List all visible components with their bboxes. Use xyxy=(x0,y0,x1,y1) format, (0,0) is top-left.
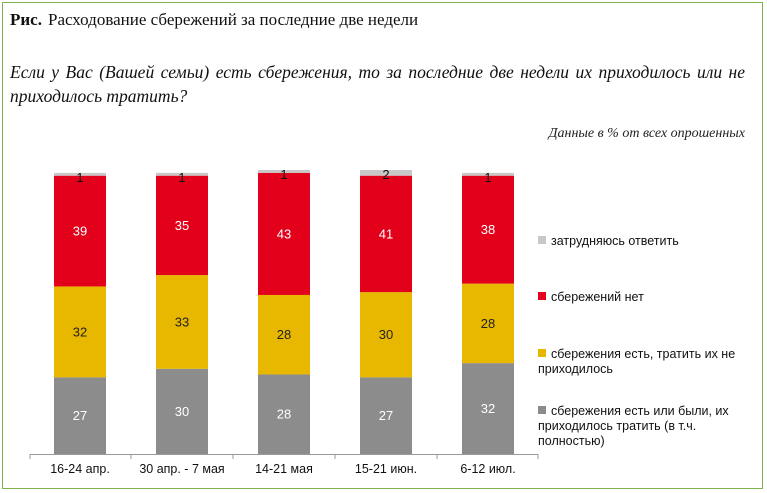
figure-title-text: Расходование сбережений за последние две… xyxy=(47,10,419,29)
legend-item: сбережений нет xyxy=(538,290,758,305)
bar-segment xyxy=(462,175,514,284)
bar-segment xyxy=(258,170,310,173)
survey-question: Если у Вас (Вашей семьи) есть сбережения… xyxy=(10,62,745,106)
legend-label: затрудняюсь ответить xyxy=(551,234,679,248)
bar-segment xyxy=(54,286,106,378)
x-tick-label: 30 апр. - 7 мая xyxy=(139,462,224,476)
data-label: 1 xyxy=(76,170,83,185)
legend-label: сбережения есть или были, их приходилось… xyxy=(538,404,729,448)
data-label: 33 xyxy=(175,314,189,329)
data-label: 2 xyxy=(382,167,389,182)
bar-segment xyxy=(156,275,208,369)
bar-segment xyxy=(54,377,106,454)
data-label: 28 xyxy=(277,407,291,422)
data-label: 1 xyxy=(484,170,491,185)
data-label: 28 xyxy=(277,327,291,342)
data-label: 32 xyxy=(73,324,87,339)
bar-segment xyxy=(156,172,208,176)
legend-label: сбережений нет xyxy=(551,290,644,304)
data-label: 35 xyxy=(175,218,189,233)
data-label: 30 xyxy=(379,327,393,342)
data-label: 1 xyxy=(280,167,287,182)
legend-item: сбережения есть или были, их приходилось… xyxy=(538,404,758,449)
bar-segment xyxy=(54,175,106,287)
bar-segment xyxy=(258,294,310,375)
data-label: 43 xyxy=(277,226,291,241)
legend-item: затрудняюсь ответить xyxy=(538,234,758,249)
bar-segment xyxy=(360,170,412,176)
data-label: 27 xyxy=(379,408,393,423)
data-note: Данные в % от всех опрошенных xyxy=(548,126,745,141)
figure-title: Рис. Расходование сбережений за последние… xyxy=(10,10,418,30)
bar-segment xyxy=(360,175,412,293)
bar-segment xyxy=(258,172,310,295)
legend-swatch xyxy=(538,406,546,414)
data-label: 32 xyxy=(481,401,495,416)
figure-label: Рис. xyxy=(10,10,42,29)
data-label: 41 xyxy=(379,226,393,241)
x-tick-label: 14-21 мая xyxy=(255,462,313,476)
bar-segment xyxy=(156,175,208,276)
bar-segment xyxy=(462,283,514,364)
bar-segment xyxy=(462,363,514,454)
bar-segment xyxy=(258,374,310,454)
x-tick-label: 16-24 апр. xyxy=(50,462,110,476)
data-label: 30 xyxy=(175,404,189,419)
x-tick-label: 6-12 июл. xyxy=(460,462,515,476)
bar-segment xyxy=(156,368,208,454)
legend-item: сбережения есть, тратить их не приходило… xyxy=(538,347,758,377)
data-label: 28 xyxy=(481,316,495,331)
bar-segment xyxy=(54,172,106,176)
data-label: 27 xyxy=(73,408,87,423)
data-label: 38 xyxy=(481,222,495,237)
bar-segment xyxy=(462,172,514,176)
legend-swatch xyxy=(538,349,546,357)
legend-swatch xyxy=(538,236,546,244)
legend-label: сбережения есть, тратить их не приходило… xyxy=(538,347,736,376)
bar-segment xyxy=(360,377,412,454)
legend-swatch xyxy=(538,292,546,300)
data-label: 39 xyxy=(73,224,87,239)
bar-segment xyxy=(360,292,412,378)
x-tick-label: 15-21 июн. xyxy=(355,462,417,476)
data-label: 1 xyxy=(178,170,185,185)
